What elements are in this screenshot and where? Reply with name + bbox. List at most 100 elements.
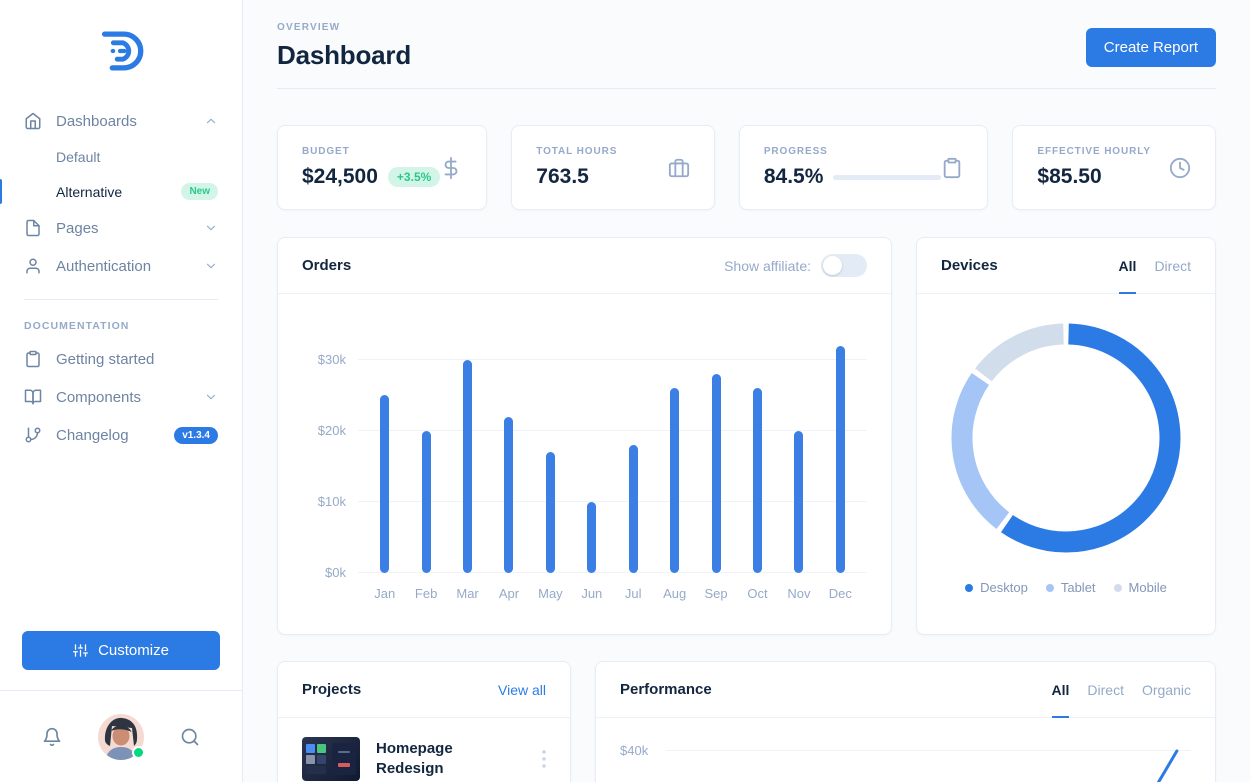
header-divider	[277, 88, 1216, 89]
performance-ytick: $40k	[620, 743, 649, 758]
devices-donut-segment-desktop	[1000, 323, 1181, 553]
chevron-down-icon	[204, 221, 218, 235]
devices-card: Devices All Direct Desktop Tablet	[916, 237, 1216, 635]
bell-icon[interactable]	[42, 727, 62, 747]
sidebar-divider	[24, 299, 218, 300]
devices-tab-all[interactable]: All	[1118, 238, 1136, 294]
orders-gridline	[358, 359, 867, 360]
stat-label: PROGRESS	[763, 146, 828, 157]
orders-month-label: Sep	[704, 586, 728, 601]
clipboard-icon	[941, 157, 963, 179]
projects-title: Projects	[302, 681, 362, 698]
sidebar-item-label: Pages	[56, 219, 99, 237]
sidebar-item-alternative[interactable]: Alternative New	[0, 174, 242, 209]
toggle-knob	[823, 256, 842, 275]
devices-donut-segment-mobile	[975, 323, 1065, 382]
orders-ytick-label: $0k	[325, 565, 346, 580]
orders-bar-sep	[711, 374, 721, 573]
orders-bar-apr	[504, 417, 514, 573]
performance-gridline	[666, 750, 1191, 751]
sidebar: Dashboards Default Alternative New Pages	[0, 0, 243, 782]
orders-bar-nov	[794, 431, 804, 573]
delta-badge: +3.5%	[387, 167, 441, 187]
devices-tabs: All Direct	[1118, 238, 1191, 294]
sidebar-item-components[interactable]: Components	[0, 378, 242, 416]
performance-tab-direct[interactable]: Direct	[1087, 681, 1124, 698]
sidebar-item-authentication[interactable]: Authentication	[0, 247, 242, 285]
orders-gridline	[358, 572, 867, 573]
chevron-down-icon	[204, 390, 218, 404]
sidebar-item-label: Authentication	[56, 257, 152, 275]
book-open-icon	[24, 388, 42, 406]
sidebar-item-default[interactable]: Default	[0, 140, 242, 174]
customize-button[interactable]: Customize	[22, 631, 220, 670]
orders-month-label: Dec	[828, 586, 852, 601]
orders-months: Jan Feb Mar Apr May Jun Jul Aug Sep Oct Nov Dec	[358, 586, 867, 601]
stats-row: BUDGET $24,500 +3.5% TOTAL HOURS 763.5	[277, 125, 1216, 210]
performance-tabs: All Direct Organic	[1051, 662, 1191, 718]
performance-tab-organic[interactable]: Organic	[1141, 681, 1191, 698]
sidebar-item-dashboards[interactable]: Dashboards	[0, 102, 242, 140]
orders-bar-aug	[670, 388, 680, 573]
sidebar-item-label: Dashboards	[56, 112, 137, 130]
stat-card-total-hours: TOTAL HOURS 763.5	[511, 125, 715, 210]
stat-label: BUDGET	[302, 146, 350, 157]
create-report-button[interactable]: Create Report	[1085, 28, 1216, 67]
legend-label: Mobile	[1128, 580, 1167, 595]
active-indicator	[0, 179, 2, 204]
performance-tab-all[interactable]: All	[1051, 662, 1069, 718]
stat-value: 763.5	[536, 165, 589, 188]
devices-donut	[951, 323, 1181, 553]
orders-month-label: Apr	[498, 586, 520, 601]
mobile-legend-dot	[1113, 583, 1122, 592]
orders-bar-jun	[587, 502, 597, 573]
sidebar-nav: Dashboards Default Alternative New Pages	[0, 102, 242, 454]
stat-label: EFFECTIVE HOURLY	[1037, 146, 1151, 157]
project-list-item[interactable]: Homepage Redesign	[278, 718, 570, 782]
orders-month-label: Mar	[456, 586, 479, 601]
dashkit-logo-icon	[101, 31, 144, 71]
app-logo[interactable]	[0, 0, 242, 94]
view-all-link[interactable]: View all	[498, 681, 546, 698]
file-icon	[24, 219, 42, 237]
stat-card-progress: PROGRESS 84.5%	[738, 125, 989, 210]
orders-gridline	[358, 430, 867, 431]
customize-button-label: Customize	[98, 642, 169, 659]
page-header: OVERVIEW Dashboard Create Report	[277, 0, 1216, 71]
orders-bar-mar	[463, 360, 473, 573]
orders-month-label: May	[538, 586, 563, 601]
orders-bar-jul	[628, 445, 638, 573]
progress-bar	[833, 174, 942, 180]
orders-month-label: Aug	[663, 586, 687, 601]
orders-month-label: Jun	[581, 586, 603, 601]
orders-bar-dec	[835, 346, 845, 573]
user-icon	[24, 257, 42, 275]
legend-label: Tablet	[1060, 580, 1096, 595]
sidebar-item-label: Components	[56, 388, 142, 406]
online-status-dot	[132, 745, 145, 759]
devices-tab-direct[interactable]: Direct	[1154, 257, 1191, 274]
kebab-menu-icon[interactable]	[542, 750, 546, 768]
clipboard-icon	[24, 350, 42, 368]
chevron-down-icon	[204, 259, 218, 273]
projects-card: Projects View all Homepage Redesign	[277, 661, 571, 782]
orders-card: Orders Show affiliate: $0k $10k $20k $30k J…	[277, 237, 892, 635]
show-affiliate-toggle[interactable]	[821, 254, 867, 277]
orders-month-label: Jul	[624, 586, 642, 601]
legend-item-mobile: Mobile	[1113, 580, 1167, 595]
performance-title: Performance	[620, 681, 712, 698]
sidebar-item-changelog[interactable]: Changelog v1.3.4	[0, 416, 242, 454]
documentation-heading: Documentation	[24, 320, 130, 332]
chevron-up-icon	[204, 114, 218, 128]
sidebar-item-pages[interactable]: Pages	[0, 209, 242, 247]
sidebar-item-getting-started[interactable]: Getting started	[0, 340, 242, 378]
sidebar-footer	[0, 690, 242, 782]
search-icon[interactable]	[180, 727, 200, 747]
user-avatar[interactable]	[98, 713, 145, 760]
stat-card-effective-hourly: EFFECTIVE HOURLY $85.50	[1012, 125, 1216, 210]
sidebar-item-label: Getting started	[56, 350, 155, 368]
devices-legend: Desktop Tablet Mobile	[965, 580, 1167, 595]
project-thumbnail	[302, 737, 360, 781]
orders-bar-jan	[380, 395, 390, 573]
version-badge: v1.3.4	[174, 426, 218, 444]
